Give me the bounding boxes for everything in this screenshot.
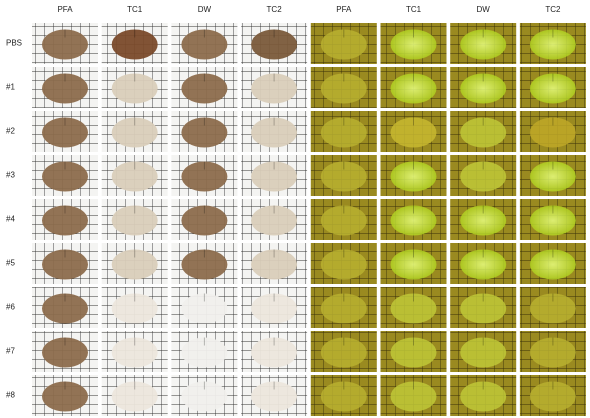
brain-section <box>111 161 158 192</box>
brain-section <box>460 117 507 148</box>
brain-section <box>320 117 367 148</box>
brain-section <box>320 381 367 412</box>
brain-section <box>251 337 298 368</box>
brain-section <box>251 73 298 104</box>
brain-section <box>460 205 507 236</box>
brain-section <box>529 381 576 412</box>
brain-section <box>390 73 437 104</box>
brain-section <box>529 73 576 104</box>
brain-section <box>42 293 88 324</box>
brain-section <box>111 381 158 412</box>
brain-section <box>181 161 228 192</box>
brain-section <box>390 381 437 412</box>
brain-section <box>529 117 576 148</box>
row-label: #5 <box>6 259 15 268</box>
brain-section <box>460 337 507 368</box>
brain-section <box>42 249 88 280</box>
brain-section <box>181 293 228 324</box>
brain-section <box>460 293 507 324</box>
brain-section <box>111 293 158 324</box>
row-label: #6 <box>6 303 15 312</box>
row-label: PBS <box>6 39 22 48</box>
brain-section <box>320 205 367 236</box>
brain-section <box>320 249 367 280</box>
brain-section <box>460 29 507 60</box>
brain-section <box>460 249 507 280</box>
brain-section <box>320 337 367 368</box>
brain-section <box>181 337 228 368</box>
brain-section <box>181 205 228 236</box>
row-label: #1 <box>6 83 15 92</box>
column-header: DW <box>198 5 212 14</box>
row-label: #7 <box>6 347 15 356</box>
brain-section <box>251 29 298 60</box>
brain-section <box>181 117 228 148</box>
brain-section <box>181 29 228 60</box>
brain-section <box>42 337 88 368</box>
brain-section <box>251 381 298 412</box>
brain-section <box>181 249 228 280</box>
brain-section <box>529 293 576 324</box>
brain-section <box>529 205 576 236</box>
brain-section <box>460 161 507 192</box>
brain-section <box>320 73 367 104</box>
brain-section <box>251 293 298 324</box>
column-header: PFA <box>57 5 73 14</box>
brain-section <box>390 293 437 324</box>
brain-section <box>111 73 158 104</box>
row-label: #2 <box>6 127 15 136</box>
brain-section <box>251 205 298 236</box>
brain-section <box>181 73 228 104</box>
brain-section <box>320 161 367 192</box>
brain-section <box>460 381 507 412</box>
brain-section <box>529 29 576 60</box>
brain-section <box>251 249 298 280</box>
brain-section <box>111 117 158 148</box>
brain-section <box>42 73 88 104</box>
column-header: TC1 <box>127 5 143 14</box>
row-label: #3 <box>6 171 15 180</box>
brain-section <box>390 205 437 236</box>
column-header: PFA <box>336 5 352 14</box>
brain-section <box>42 161 88 192</box>
brain-section <box>529 161 576 192</box>
brain-section <box>111 29 158 60</box>
column-header: TC2 <box>267 5 283 14</box>
brain-section <box>320 29 367 60</box>
column-header: TC1 <box>406 5 422 14</box>
brain-section <box>181 381 228 412</box>
brain-section <box>111 337 158 368</box>
brain-section <box>390 161 437 192</box>
row-label: #8 <box>6 391 15 400</box>
column-header: DW <box>477 5 491 14</box>
brain-section <box>42 205 88 236</box>
brain-section <box>390 117 437 148</box>
brain-section <box>111 249 158 280</box>
brain-section <box>42 29 88 60</box>
brain-section <box>42 117 88 148</box>
column-header: TC2 <box>545 5 561 14</box>
brain-section <box>320 293 367 324</box>
brain-section <box>390 249 437 280</box>
row-label: #4 <box>6 215 15 224</box>
brain-section <box>251 161 298 192</box>
brain-section <box>42 381 88 412</box>
brain-section <box>251 117 298 148</box>
brain-section <box>390 29 437 60</box>
brain-section <box>460 73 507 104</box>
brain-section <box>390 337 437 368</box>
brain-section <box>529 249 576 280</box>
brain-section <box>111 205 158 236</box>
brain-section <box>529 337 576 368</box>
